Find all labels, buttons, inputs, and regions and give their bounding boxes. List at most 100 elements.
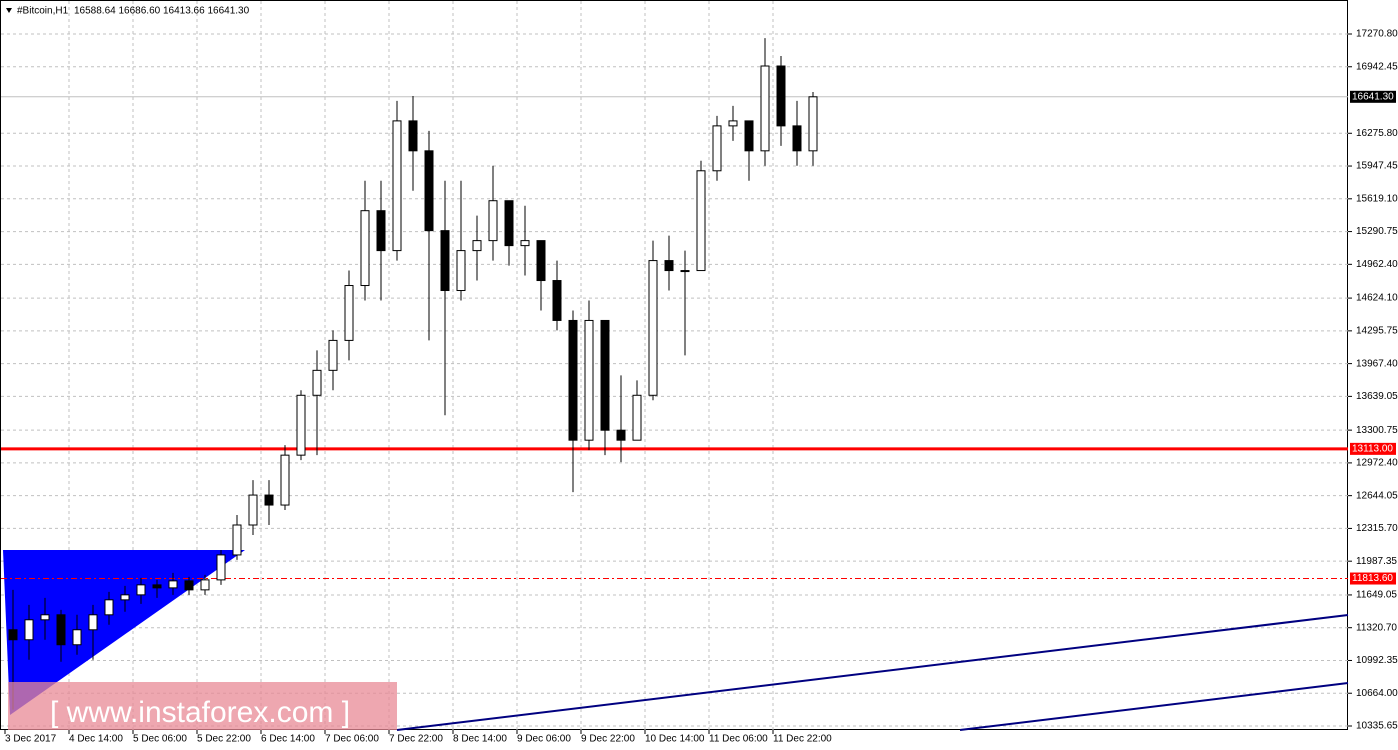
watermark: [ www.instaforex.com ] [50, 696, 350, 729]
level-label-box [1350, 442, 1396, 455]
candle-body [456, 250, 466, 292]
candle-body [744, 120, 754, 152]
candle-body [200, 579, 210, 591]
y-tick-label: 12315.70 [1356, 523, 1398, 534]
candle-body [584, 319, 594, 441]
candle-body [536, 240, 546, 282]
x-tick-label: 9 Dec 22:00 [581, 734, 635, 745]
candle-body [680, 270, 690, 273]
level-label-box [1350, 90, 1396, 103]
x-tick-label: 7 Dec 06:00 [325, 734, 379, 745]
x-tick-label: 5 Dec 22:00 [197, 734, 251, 745]
y-tick-label: 16275.80 [1356, 128, 1398, 139]
candle-body [504, 200, 514, 247]
trend-line [959, 682, 1349, 731]
candle-body [184, 580, 194, 591]
candle-body [24, 619, 34, 641]
y-tick-label: 14962.40 [1356, 259, 1398, 270]
x-tick-label: 7 Dec 22:00 [389, 734, 443, 745]
candle-body [136, 584, 146, 596]
candle-body [216, 554, 226, 581]
candle-body [632, 394, 642, 441]
y-tick-label: 15290.75 [1356, 226, 1398, 237]
candle-body [616, 429, 626, 441]
x-tick-label: 6 Dec 14:00 [261, 734, 315, 745]
x-tick-label: 10 Dec 14:00 [645, 734, 705, 745]
candle-body [664, 260, 674, 272]
y-tick-label: 10992.35 [1356, 655, 1398, 666]
candle-body [808, 96, 818, 152]
x-tick-label: 9 Dec 06:00 [517, 734, 571, 745]
y-tick-label: 15619.10 [1356, 193, 1398, 204]
candle-body [408, 120, 418, 152]
candle-body [344, 285, 354, 341]
y-tick-label: 12644.05 [1356, 490, 1398, 501]
candle-body [600, 319, 610, 431]
y-tick-label: 14295.75 [1356, 325, 1398, 336]
candle-body [232, 524, 242, 556]
watermark-box [8, 682, 397, 730]
level-label-box [1350, 572, 1396, 585]
candle-body [264, 494, 274, 506]
candles [8, 38, 818, 710]
y-tick-label: 16942.45 [1356, 61, 1398, 72]
plot-frame [0, 0, 1348, 730]
y-tick-label: 13300.75 [1356, 425, 1398, 436]
candle-body [312, 369, 322, 396]
y-tick-label: 11649.05 [1356, 590, 1397, 601]
triangle-drawing [3, 550, 245, 715]
x-tick-label: 3 Dec 2017 [5, 734, 57, 745]
x-tick-label: 5 Dec 06:00 [133, 734, 187, 745]
candle-body [56, 614, 66, 646]
candle-body [440, 230, 450, 292]
candle-body [168, 580, 178, 589]
candle-body [392, 120, 402, 252]
candle-body [280, 454, 290, 506]
y-tick-label: 11320.70 [1356, 622, 1397, 633]
candle-body [776, 65, 786, 127]
x-tick-label: 11 Dec 06:00 [709, 734, 768, 745]
candle-body [88, 614, 98, 631]
candle-body [104, 599, 114, 616]
y-tick-label: 13639.05 [1356, 391, 1398, 402]
candle-body [696, 170, 706, 272]
candle-body [376, 210, 386, 252]
candle-body [488, 200, 498, 242]
candle-body [328, 339, 338, 371]
header-values: 16588.64 16686.60 16413.66 16641.30 [74, 6, 250, 17]
candle-body [40, 614, 50, 621]
y-tick-label: 13967.40 [1356, 358, 1398, 369]
level-label: 11813.60 [1352, 573, 1393, 584]
axes: 17270.80 16942.45 16275.80 15947.45 15619.10… [4, 29, 1398, 745]
candle-body [568, 319, 578, 441]
candle-body [424, 150, 434, 232]
candle-body [792, 125, 802, 152]
candle-body [152, 584, 162, 589]
candle-body [760, 65, 770, 152]
level-label: 16641.30 [1352, 91, 1394, 102]
y-tick-label: 11987.35 [1356, 556, 1397, 567]
y-tick-label: 15947.45 [1356, 161, 1398, 172]
candle-body [120, 594, 130, 601]
candle-body [8, 629, 18, 641]
candle-body [72, 629, 82, 646]
candle-body [248, 494, 258, 526]
y-tick-label: 17270.80 [1356, 29, 1398, 40]
candle-body [360, 210, 370, 287]
candle-body [520, 240, 530, 247]
y-tick-label: 14624.10 [1356, 293, 1398, 304]
x-tick-label: 11 Dec 22:00 [773, 734, 832, 745]
y-tick-label: 10664.00 [1356, 688, 1398, 699]
y-tick-label: 12972.40 [1356, 458, 1398, 469]
header-icon [6, 8, 12, 13]
x-tick-label: 8 Dec 14:00 [453, 734, 507, 745]
chart-title: #Bitcoin,H1 [17, 6, 69, 17]
candle-body [712, 125, 722, 172]
grid [1, 1, 1348, 730]
candle-body [648, 260, 658, 396]
candle-body [472, 240, 482, 252]
y-tick-label: 10335.65 [1356, 721, 1398, 732]
trend-line [396, 614, 1349, 731]
